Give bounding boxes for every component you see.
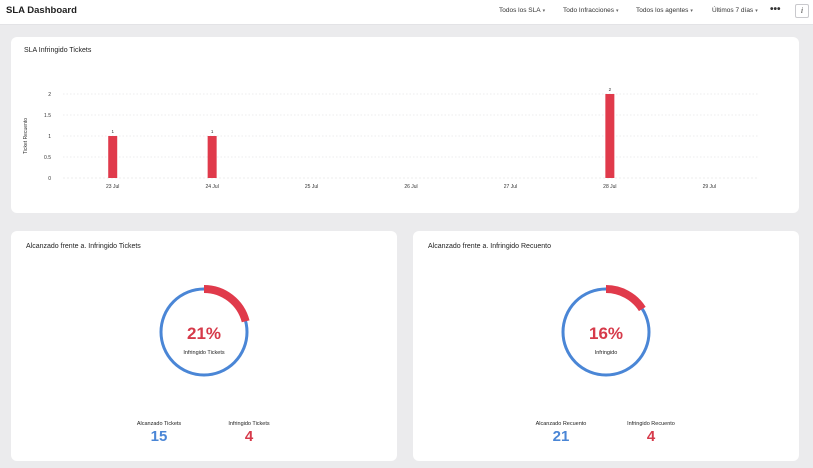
breached-percent: 21% [186,324,222,343]
breached-stat-value: 4 [646,428,656,445]
x-tick-label: 25 Jul [305,184,318,190]
chevron-down-icon: ▾ [755,8,758,14]
card-title: SLA Infringido Tickets [24,47,92,54]
ring-label: Infringido [594,350,618,356]
sla-breached-tickets-card: SLA Infringido Tickets 0 0.5 1 1.5 2 Ticket R… [11,37,799,213]
bar-chart: 0 0.5 1 1.5 2 Ticket Recuento 1 23 Jul 1 24 Jul 25… [23,87,759,190]
achieved-stat-value: 21 [552,428,570,445]
data-label: 1 [211,129,214,134]
card-title: Alcanzado frente a. Infringido Recuento [428,243,551,250]
infractions-filter-label: Todo Infracciones [563,7,614,14]
ring-label: Infringido Tickets [183,350,225,356]
donut-chart [159,285,250,377]
y-tick-label: 0.5 [44,155,51,161]
x-tick-label: 29 Jul [703,184,716,190]
bar [207,136,217,178]
count-achieved-vs-breached-card: Alcanzado frente a. Infringido Recuento … [413,231,799,461]
agents-filter-label: Todos los agentes [636,7,689,14]
x-tick-label: 26 Jul [404,184,417,190]
y-tick-label: 2 [48,92,51,98]
more-horizontal-icon[interactable]: ••• [770,4,781,15]
breached-arc [605,285,646,312]
breached-stat-label: Infringido Recuento [627,421,675,427]
card-title: Alcanzado frente a. Infringido Tickets [26,243,141,250]
x-tick-label: 24 Jul [205,184,218,190]
y-axis-label: Ticket Recuento [23,118,29,154]
bar [605,94,615,178]
period-filter-label: Últimos 7 días [712,7,754,14]
x-tick-label: 23 Jul [106,184,119,190]
period-filter-dropdown[interactable]: Últimos 7 días ▾ [712,7,758,14]
y-tick-label: 1 [48,134,51,140]
breached-stat-label: Infringido Tickets [228,421,270,427]
bar [108,136,118,178]
info-icon[interactable]: i [795,4,809,18]
achieved-stat-label: Alcanzado Tickets [136,421,182,427]
data-label: 1 [111,129,114,134]
breached-percent: 16% [588,324,624,343]
chevron-down-icon: ▾ [690,8,693,14]
x-tick-label: 27 Jul [504,184,517,190]
sla-filter-label: Todos los SLA [499,7,541,14]
breached-arc [203,285,250,323]
y-tick-label: 0 [48,176,51,182]
y-tick-label: 1.5 [44,113,51,119]
achieved-stat-label: Alcanzado Recuento [535,421,587,427]
chevron-down-icon: ▾ [542,8,546,14]
chevron-down-icon: ▾ [615,8,619,14]
data-label: 2 [609,87,612,92]
page-title: SLA Dashboard [6,5,77,16]
top-bar: SLA Dashboard Todos los SLA ▾ Todo Infrac… [0,0,813,25]
agents-filter-dropdown[interactable]: Todos los agentes ▾ [636,7,693,14]
achieved-stat-value: 15 [150,428,168,445]
breached-stat-value: 4 [244,428,254,445]
tickets-achieved-vs-breached-card: Alcanzado frente a. Infringido Tickets 2… [11,231,397,461]
x-tick-label: 28 Jul [603,184,616,190]
infractions-filter-dropdown[interactable]: Todo Infracciones ▾ [563,7,618,14]
donut-chart [561,285,651,377]
sla-filter-dropdown[interactable]: Todos los SLA ▾ [499,7,545,14]
